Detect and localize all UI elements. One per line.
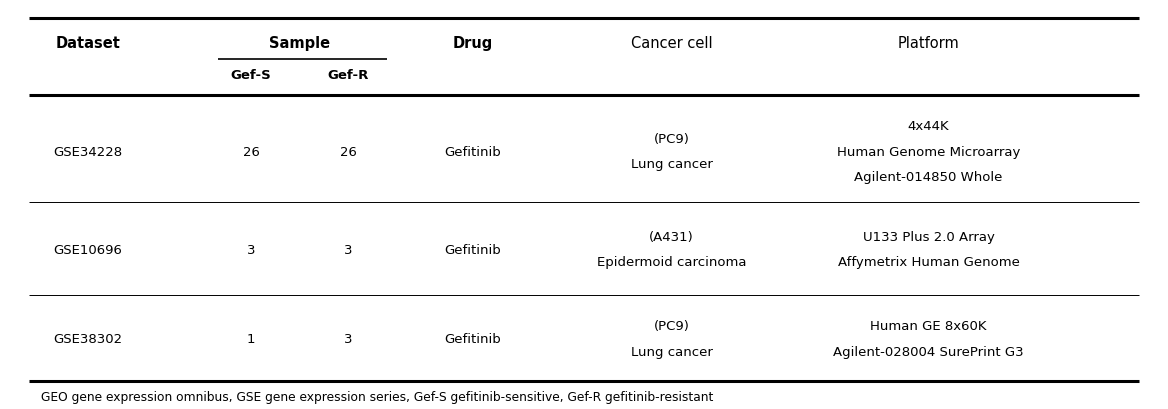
Text: GEO gene expression omnibus, GSE gene expression series, Gef-S gefitinib-sensiti: GEO gene expression omnibus, GSE gene ex… [41,391,714,404]
Text: Agilent-028004 SurePrint G3: Agilent-028004 SurePrint G3 [833,346,1024,359]
Text: Sample: Sample [269,36,331,51]
Text: 26: 26 [340,146,356,159]
Text: Drug: Drug [453,36,493,51]
Text: 4x44K: 4x44K [908,120,950,133]
Text: Gefitinib: Gefitinib [445,333,501,346]
Text: Gefitinib: Gefitinib [445,146,501,159]
Text: Affymetrix Human Genome: Affymetrix Human Genome [837,256,1020,270]
Text: Human Genome Microarray: Human Genome Microarray [837,146,1020,159]
Text: 3: 3 [343,333,353,346]
Text: 1: 1 [246,333,256,346]
Text: Gef-S: Gef-S [231,69,271,82]
Text: Gef-R: Gef-R [327,69,369,82]
Text: Lung cancer: Lung cancer [631,158,712,171]
Text: Epidermoid carcinoma: Epidermoid carcinoma [597,256,746,270]
Text: Dataset: Dataset [55,36,120,51]
Text: Cancer cell: Cancer cell [631,36,712,51]
Text: 3: 3 [246,244,256,257]
Text: Platform: Platform [898,36,959,51]
Text: (PC9): (PC9) [654,133,689,146]
Text: U133 Plus 2.0 Array: U133 Plus 2.0 Array [863,231,994,244]
Text: 3: 3 [343,244,353,257]
Text: 26: 26 [243,146,259,159]
Text: (A431): (A431) [649,231,694,244]
Text: GSE38302: GSE38302 [53,333,123,346]
Text: Agilent-014850 Whole: Agilent-014850 Whole [854,171,1003,184]
Text: GSE34228: GSE34228 [53,146,123,159]
Text: (PC9): (PC9) [654,320,689,333]
Text: GSE10696: GSE10696 [54,244,121,257]
Text: Gefitinib: Gefitinib [445,244,501,257]
Text: Lung cancer: Lung cancer [631,346,712,359]
Text: Human GE 8x60K: Human GE 8x60K [870,320,987,333]
